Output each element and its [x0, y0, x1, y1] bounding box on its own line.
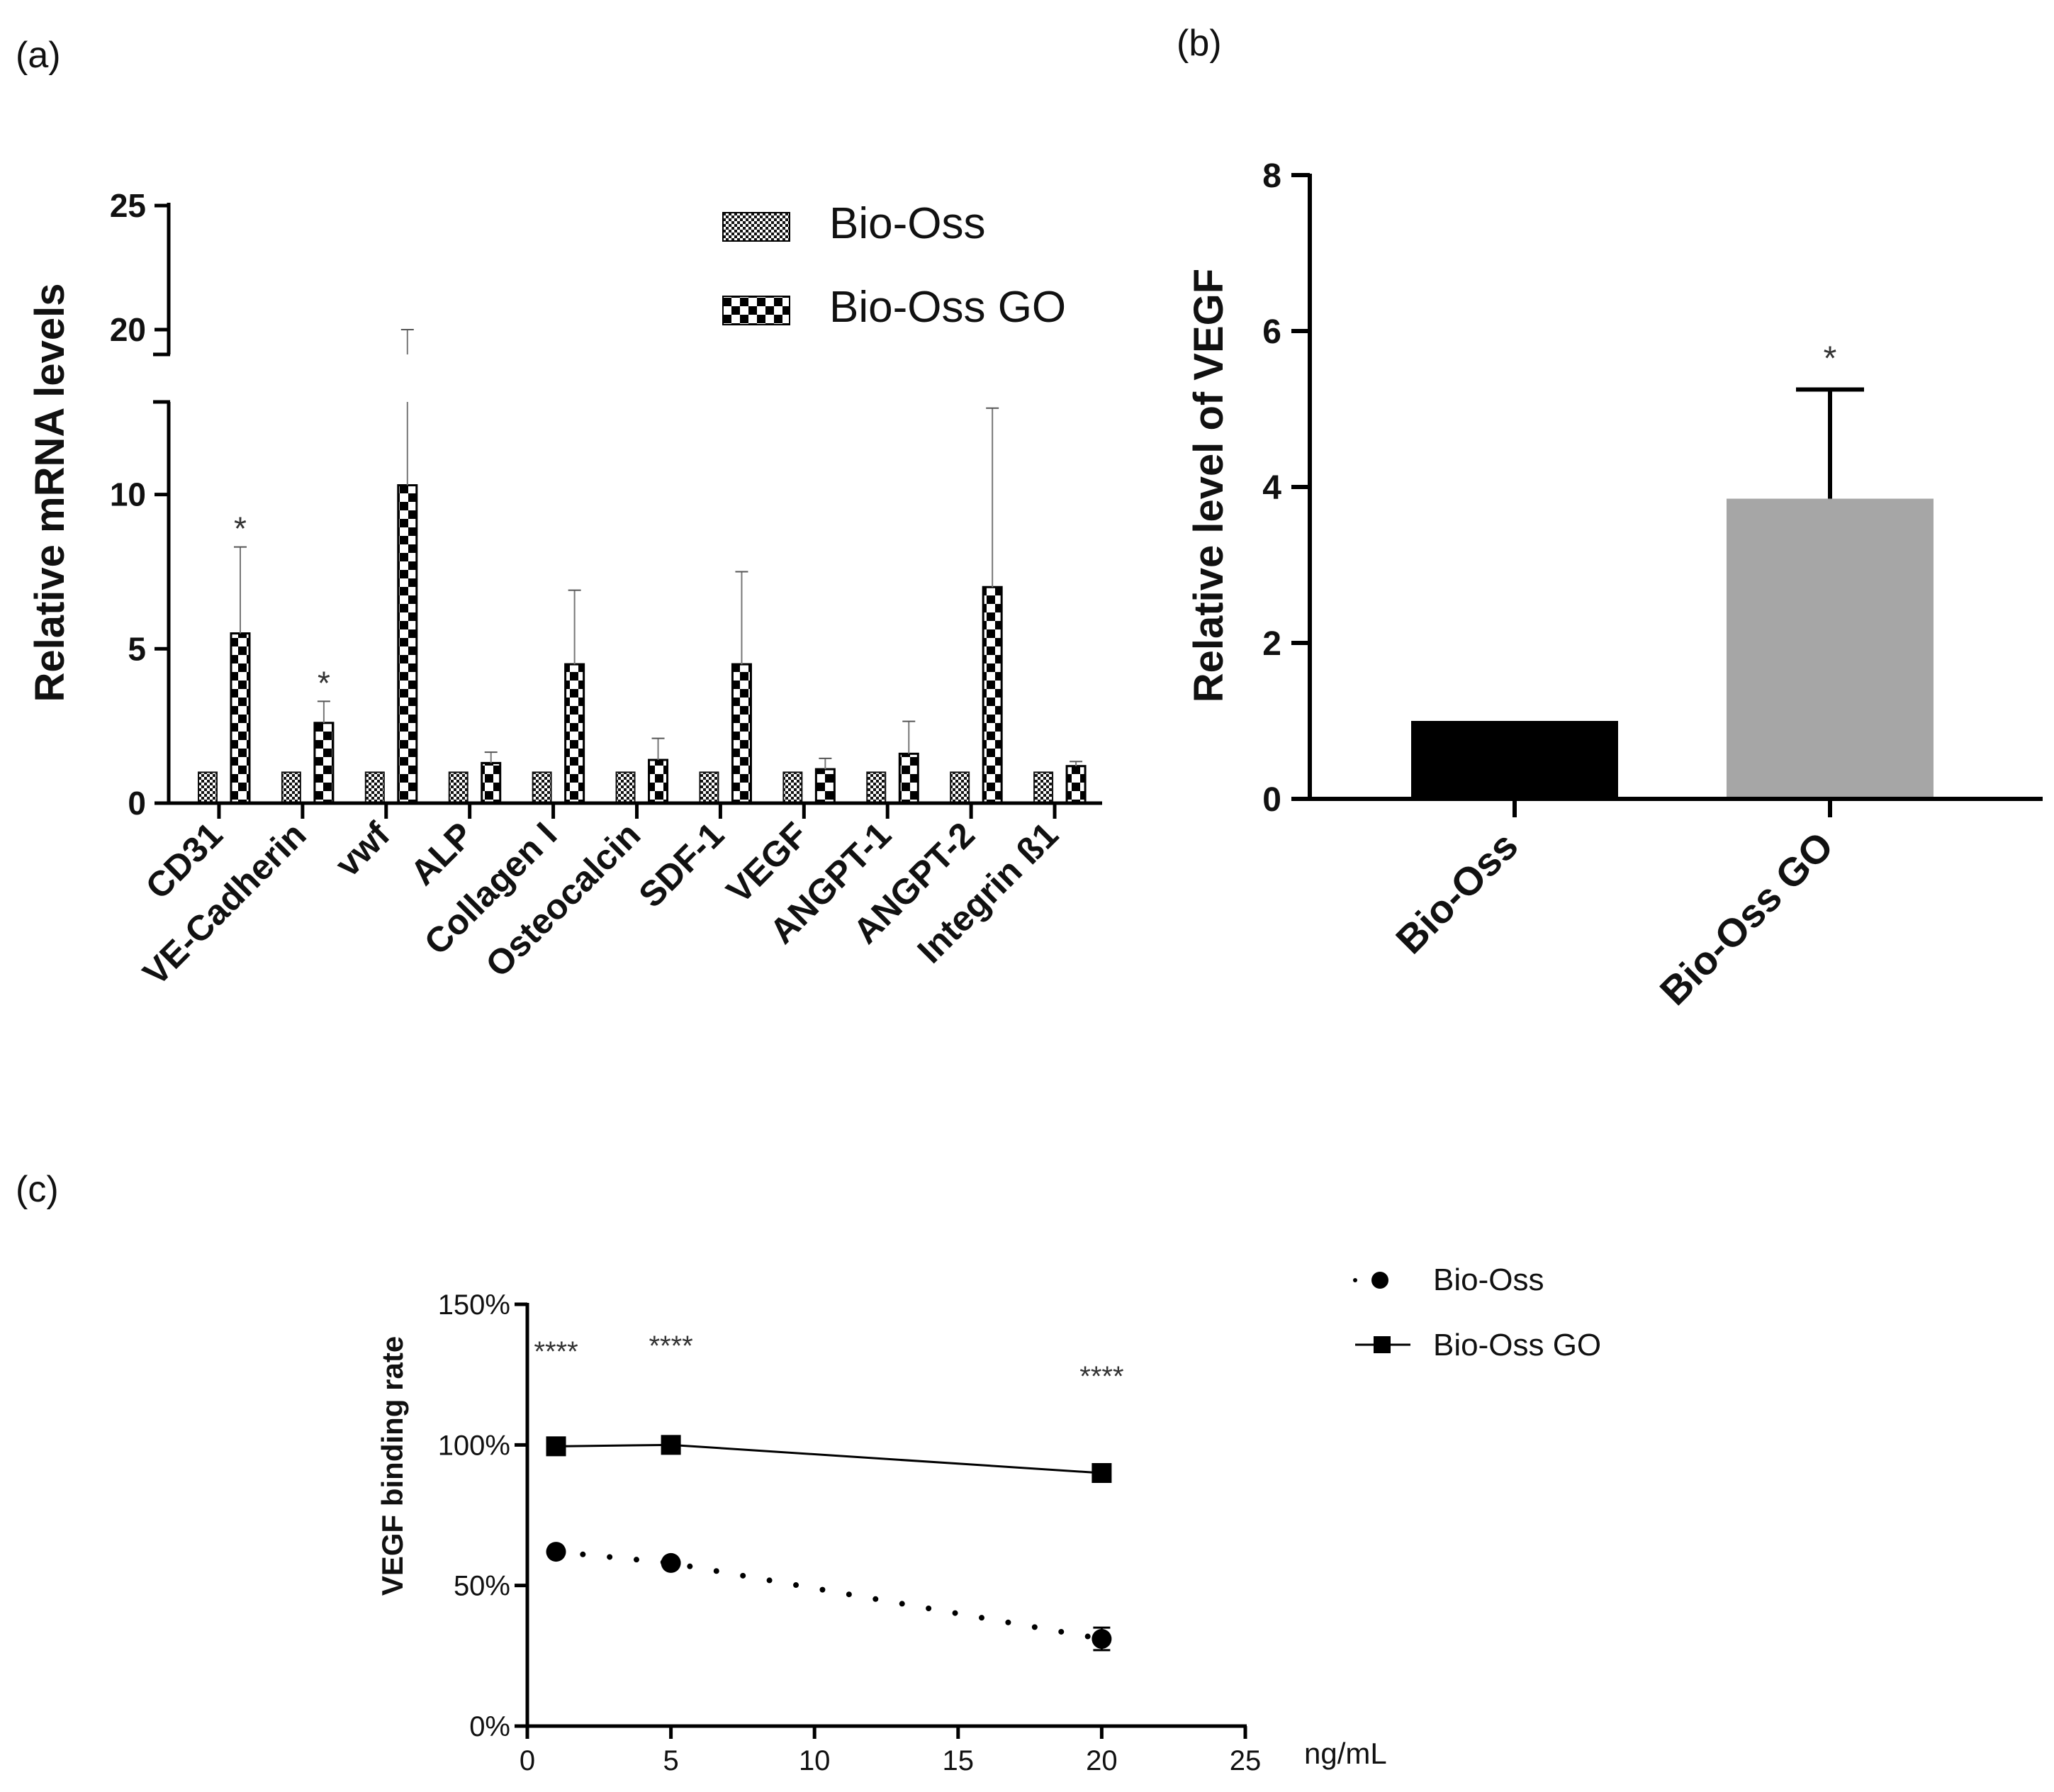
chart-c: **** **** **** 0% 50% 100% 150% 0 5 10 15 20 25 VEG… — [376, 1262, 1601, 1776]
chart-c-legend: Bio-Oss Bio-Oss GO — [1353, 1262, 1601, 1362]
chart-b: * 0 2 4 6 8 Bio-Oss Bio-Oss GO Relative level … — [1186, 157, 2043, 1014]
chart-b-ytick-label: 8 — [1262, 157, 1281, 195]
chart-a-bar-bio-oss-go — [397, 484, 418, 805]
chart-c-line-bio-oss — [553, 1549, 1105, 1642]
chart-a-legend-label: Bio-Oss — [829, 199, 985, 248]
chart-c-xtick-label: 5 — [663, 1745, 678, 1776]
chart-a-bar-bio-oss-go — [648, 758, 669, 805]
chart-c-lines: **** **** **** — [534, 1331, 1124, 1652]
chart-a-ytick-label: 20 — [110, 311, 146, 348]
chart-c-legend-marker-bio-oss-go — [1374, 1336, 1391, 1353]
chart-b-category-label: Bio-Oss GO — [1651, 823, 1842, 1014]
chart-b-ytick-label: 2 — [1262, 625, 1281, 663]
chart-a-bar-bio-oss — [364, 771, 385, 805]
chart-b-ylabel: Relative level of VEGF — [1186, 269, 1232, 702]
chart-a-bar-bio-oss — [198, 771, 218, 805]
chart-c-point-bio-oss — [546, 1542, 566, 1562]
chart-a-ytick-label: 5 — [128, 630, 146, 667]
chart-a-bar-bio-oss-go — [1065, 765, 1087, 805]
chart-c-point-bio-oss-go — [546, 1436, 566, 1457]
chart-a-ytick-label: 0 — [128, 785, 146, 822]
chart-c-significance: **** — [649, 1331, 692, 1362]
chart-a-bar-bio-oss-go — [982, 586, 1003, 805]
chart-c-significance: **** — [534, 1336, 578, 1367]
chart-b-ytick-label: 4 — [1262, 469, 1281, 507]
chart-c-point-bio-oss-go — [1091, 1463, 1112, 1483]
chart-c-ylabel: VEGF binding rate — [376, 1336, 409, 1596]
chart-b-bars: * — [1411, 340, 1934, 799]
chart-a-bar-bio-oss-go — [230, 632, 251, 805]
chart-a-ytick-label: 10 — [110, 476, 146, 513]
chart-a-bars: ** — [198, 329, 1087, 805]
chart-c-point-bio-oss-go — [661, 1435, 681, 1455]
chart-b-category-label: Bio-Oss — [1387, 823, 1526, 962]
chart-a-legend-label: Bio-Oss GO — [829, 283, 1066, 332]
chart-c-ytick-label: 0% — [469, 1711, 510, 1742]
chart-a-bar-bio-oss-go — [481, 761, 502, 805]
chart-c-xtick-label: 20 — [1086, 1745, 1118, 1776]
chart-b-bar — [1727, 498, 1934, 799]
chart-b-ytick-label: 6 — [1262, 313, 1281, 351]
chart-c-xlabel: ng/mL — [1304, 1737, 1387, 1770]
chart-b-significance: * — [1824, 340, 1837, 378]
chart-a-bar-bio-oss-go — [898, 752, 919, 805]
chart-a-significance: * — [234, 510, 247, 547]
chart-c-xtick-label: 15 — [943, 1745, 975, 1776]
chart-a-ytick-label: 25 — [110, 187, 146, 224]
chart-a-legend: Bio-Oss Bio-Oss GO — [722, 199, 1066, 332]
chart-a-bar-bio-oss — [532, 771, 552, 805]
chart-a-bar-bio-oss — [866, 771, 887, 805]
chart-a-bar-bio-oss-go — [564, 663, 585, 805]
chart-c-ytick-label: 100% — [438, 1430, 510, 1461]
chart-a-legend-swatch — [722, 212, 790, 242]
chart-c-xtick-label: 0 — [520, 1745, 535, 1776]
chart-a-bar-bio-oss-go — [814, 768, 836, 805]
chart-a-category-label: SDF-1 — [631, 814, 731, 915]
chart-a-significance: * — [318, 664, 330, 701]
chart-a-bar-bio-oss — [782, 771, 803, 805]
chart-c-legend-label: Bio-Oss GO — [1433, 1328, 1601, 1362]
chart-a-bar-bio-oss-go — [731, 663, 752, 805]
chart-c-legend-label: Bio-Oss — [1433, 1262, 1544, 1297]
chart-a-category-label: vwf — [327, 814, 398, 885]
chart-a-ylabel: Relative mRNA levels — [27, 283, 73, 702]
chart-b-ytick-label: 0 — [1262, 781, 1281, 819]
chart-c-significance: **** — [1079, 1361, 1123, 1392]
chart-c-line-bio-oss-go — [556, 1443, 1102, 1474]
chart-a-bar-bio-oss — [281, 771, 301, 805]
chart-c-axes: 0% 50% 100% 150% 0 5 10 15 20 25 — [438, 1289, 1262, 1776]
chart-c-point-bio-oss — [1091, 1629, 1112, 1650]
chart-c-ytick-label: 50% — [454, 1571, 510, 1602]
panel-b-label: (b) — [1177, 23, 1222, 64]
chart-a-bar-bio-oss — [950, 771, 970, 805]
chart-c-xtick-label: 25 — [1230, 1745, 1262, 1776]
chart-c-point-bio-oss — [661, 1552, 681, 1573]
chart-a-bar-bio-oss — [1033, 771, 1054, 805]
chart-a-bar-bio-oss — [615, 771, 636, 805]
chart-a-bar-bio-oss — [699, 771, 719, 805]
panel-c-label: (c) — [16, 1169, 59, 1210]
chart-a-bar-bio-oss-go — [313, 722, 335, 805]
chart-c-legend-marker-bio-oss — [1371, 1272, 1388, 1289]
chart-c-ytick-label: 150% — [438, 1289, 510, 1321]
chart-a-legend-swatch — [722, 296, 790, 325]
chart-a-bar-bio-oss — [448, 771, 468, 805]
chart-c-xtick-label: 10 — [799, 1745, 831, 1776]
chart-b-bar — [1411, 721, 1618, 799]
panel-a-label: (a) — [16, 35, 61, 76]
